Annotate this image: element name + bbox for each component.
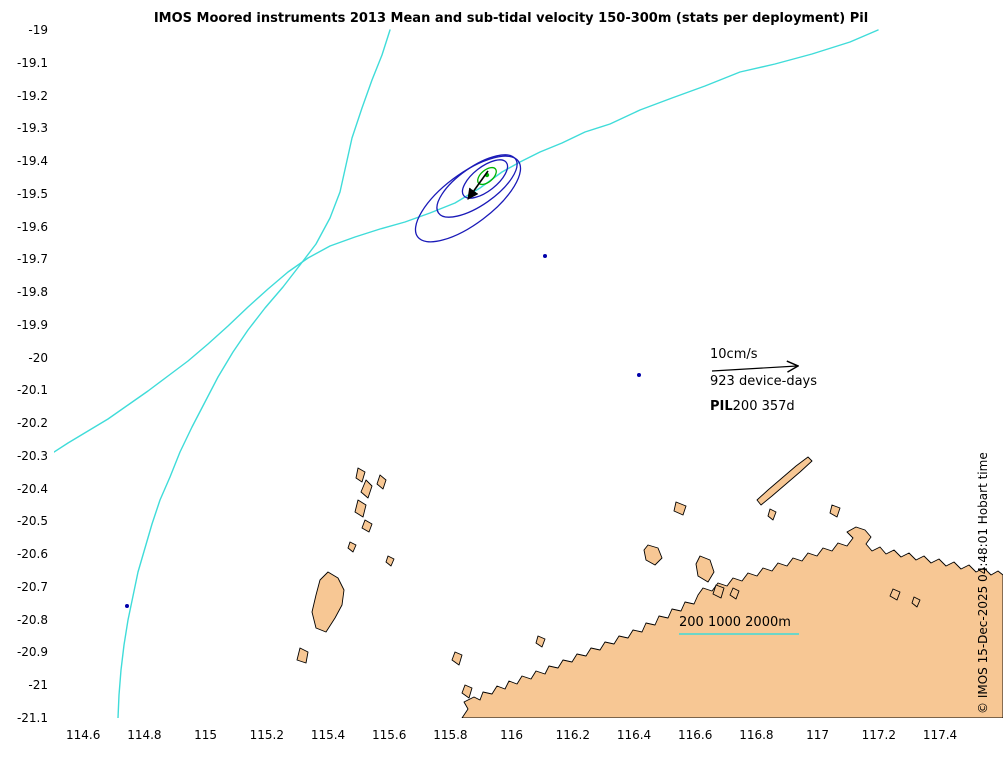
data-point-dot [543, 254, 547, 258]
island [385, 555, 395, 567]
x-tick-label: 114.6 [66, 728, 101, 742]
island [911, 596, 921, 608]
island [347, 541, 357, 553]
montebello-island [376, 474, 387, 490]
y-tick-label: -20.7 [16, 579, 48, 594]
x-tick-label: 117 [806, 728, 830, 742]
x-tick-label: 117.2 [861, 728, 896, 742]
x-tick-label: 116.6 [678, 728, 713, 742]
archipelago-island [673, 501, 687, 516]
y-tick-label: -19.9 [16, 317, 48, 332]
variance-ellipse [436, 154, 518, 218]
x-tick-label: 115.2 [249, 728, 284, 742]
y-tick-label: -19.1 [16, 55, 48, 70]
x-tick-label: 116.8 [739, 728, 774, 742]
archipelago-island [712, 584, 725, 599]
y-tick-label: -19.3 [16, 121, 48, 136]
mean-velocity-arrow [467, 170, 489, 200]
station-suffix: 200 357d [732, 399, 795, 414]
montebello-island [361, 519, 373, 533]
island [461, 684, 473, 699]
bathymetry-contour-line [117, 29, 391, 718]
island [889, 588, 901, 601]
bathymetry-contour-line [54, 29, 879, 453]
y-tick-label: -20.9 [16, 645, 48, 660]
island [296, 647, 309, 664]
scale-label: 10cm/s [710, 347, 758, 362]
y-tick-label: -19.7 [16, 252, 48, 267]
y-tick-label: -19.4 [16, 154, 48, 169]
y-tick-label: -20.3 [16, 448, 48, 463]
montebello-island [354, 499, 367, 518]
copyright-text: © IMOS 15-Dec-2025 04:48:01 Hobart time [976, 452, 990, 714]
y-tick-label: -20.1 [16, 383, 48, 398]
x-tick-label: 114.8 [127, 728, 162, 742]
barrow-island [311, 571, 345, 633]
montebello-island [355, 467, 366, 483]
island [829, 504, 841, 518]
island [535, 635, 546, 648]
x-tick-label: 115 [194, 728, 218, 742]
y-tick-label: -19.2 [16, 88, 48, 103]
y-tick-label: -19.6 [16, 219, 48, 234]
scale-arrow [711, 366, 797, 371]
x-tick-label: 117.4 [922, 728, 958, 742]
island [451, 651, 463, 666]
x-tick-label: 115.4 [310, 728, 346, 742]
contour-depths-label: 200 1000 2000m [679, 615, 791, 630]
data-point-dots [125, 254, 641, 608]
y-tick-label: -20.6 [16, 547, 48, 562]
bathymetry-contours [54, 29, 879, 718]
device-days-label: 923 device-days [710, 374, 818, 389]
data-point-dot [125, 604, 129, 608]
y-tick-label: -20.5 [16, 514, 48, 529]
y-tick-label: -21 [28, 678, 48, 693]
y-tick-label: -20 [28, 350, 48, 365]
y-tick-label: -20.2 [16, 416, 48, 431]
y-tick-label: -19 [28, 23, 48, 37]
land-polygons [296, 456, 1003, 718]
island [767, 508, 777, 521]
plot-title: IMOS Moored instruments 2013 Mean and su… [153, 11, 869, 26]
y-tick-label: -20.8 [16, 612, 48, 627]
archipelago-island [695, 555, 715, 583]
data-point-dot [637, 373, 641, 377]
variance-ellipse [461, 159, 509, 199]
x-tick-label: 115.6 [372, 728, 407, 742]
y-tick-label: -19.8 [16, 285, 48, 300]
x-tick-label: 116.2 [555, 728, 590, 742]
y-tick-label: -21.1 [16, 710, 48, 725]
archipelago-island [729, 587, 740, 600]
archipelago-island [643, 544, 663, 566]
x-tick-label: 116 [500, 728, 524, 742]
y-tick-label: -20.4 [16, 481, 48, 496]
x-tick-label: 116.4 [616, 728, 652, 742]
variance-ellipse [414, 155, 522, 243]
x-tick-label: 115.8 [433, 728, 468, 742]
station-prefix: PIL [710, 399, 733, 414]
station-label: PIL200 357d [710, 399, 795, 414]
montebello-island [360, 479, 373, 499]
variance-ellipses [414, 154, 522, 243]
mainland-coastline [461, 526, 1003, 718]
sand-spit-island [756, 456, 813, 506]
y-tick-label: -19.5 [16, 186, 48, 201]
